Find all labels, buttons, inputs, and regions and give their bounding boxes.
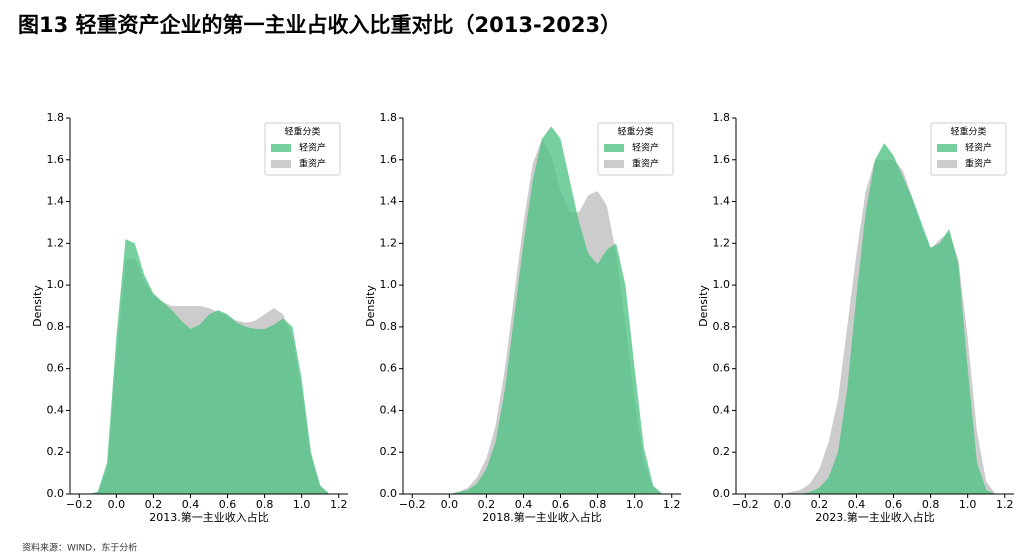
y-tick-label: 1.2 xyxy=(47,236,65,249)
x-tick-label: 1.2 xyxy=(330,498,348,511)
legend-swatch xyxy=(937,160,957,168)
x-tick-label: 0.0 xyxy=(108,498,126,511)
y-tick-label: 0.6 xyxy=(47,362,65,375)
y-tick-label: 1.4 xyxy=(713,195,731,208)
legend-label: 轻资产 xyxy=(299,142,326,154)
y-tick-label: 1.4 xyxy=(47,195,65,208)
y-tick-label: 0.4 xyxy=(713,403,731,416)
legend-swatch xyxy=(271,160,291,168)
legend-label: 重资产 xyxy=(965,158,992,170)
density-area xyxy=(745,143,1005,494)
y-tick-label: 0.6 xyxy=(380,362,398,375)
x-tick-label: 0.6 xyxy=(885,498,903,511)
y-tick-label: 1.2 xyxy=(713,236,731,249)
x-tick-label: 0.0 xyxy=(774,498,792,511)
legend-swatch xyxy=(604,144,624,152)
y-tick-label: 1.8 xyxy=(713,111,731,124)
y-tick-label: 0.0 xyxy=(380,487,398,500)
x-tick-label: 0.0 xyxy=(441,498,459,511)
y-tick-label: 1.6 xyxy=(380,153,398,166)
y-tick-label: 0.0 xyxy=(713,487,731,500)
legend-swatch xyxy=(271,144,291,152)
y-tick-label: 1.4 xyxy=(380,195,398,208)
y-tick-label: 1.0 xyxy=(47,278,65,291)
x-tick-label: 0.8 xyxy=(922,498,940,511)
y-tick-label: 1.8 xyxy=(47,111,65,124)
y-tick-label: 1.6 xyxy=(47,153,65,166)
y-tick-label: 1.0 xyxy=(713,278,731,291)
y-tick-label: 0.8 xyxy=(47,320,65,333)
page-title: 图13 轻重资产企业的第一主业占收入比重对比（2013-2023） xyxy=(18,13,621,37)
legend-swatch xyxy=(604,160,624,168)
legend-title: 轻重分类 xyxy=(950,126,986,138)
legend-swatch xyxy=(937,144,957,152)
y-tick-label: 1.8 xyxy=(380,111,398,124)
x-axis-label: 2023.第一主业收入占比 xyxy=(815,510,935,524)
y-tick-label: 0.2 xyxy=(47,445,65,458)
x-tick-label: 1.2 xyxy=(996,498,1014,511)
y-tick-label: 1.0 xyxy=(380,278,398,291)
x-tick-label: 0.6 xyxy=(219,498,237,511)
y-tick-label: 1.2 xyxy=(380,236,398,249)
x-axis-label: 2018.第一主业收入占比 xyxy=(482,510,602,524)
density-area xyxy=(412,126,672,495)
legend-label: 重资产 xyxy=(632,158,659,170)
y-tick-label: 0.2 xyxy=(380,445,398,458)
y-tick-label: 0.6 xyxy=(713,362,731,375)
x-tick-label: 1.2 xyxy=(663,498,681,511)
legend-title: 轻重分类 xyxy=(617,126,653,138)
x-tick-label: −0.2 xyxy=(66,498,93,511)
y-tick-label: 0.4 xyxy=(47,403,65,416)
x-tick-label: 0.2 xyxy=(145,498,163,511)
legend-label: 轻资产 xyxy=(632,142,659,154)
y-axis-label: Density xyxy=(364,285,377,327)
x-tick-label: −0.2 xyxy=(732,498,759,511)
legend-title: 轻重分类 xyxy=(284,126,320,138)
x-tick-label: −0.2 xyxy=(399,498,426,511)
y-tick-label: 0.8 xyxy=(380,320,398,333)
x-tick-label: 1.0 xyxy=(626,498,644,511)
y-axis-label: Density xyxy=(697,285,710,327)
x-axis-label: 2013.第一主业收入占比 xyxy=(149,510,269,524)
y-tick-label: 0.0 xyxy=(47,487,65,500)
x-tick-label: 0.4 xyxy=(515,498,533,511)
x-tick-label: 0.8 xyxy=(589,498,607,511)
x-tick-label: 0.8 xyxy=(256,498,274,511)
x-tick-label: 0.2 xyxy=(811,498,829,511)
source: 资料来源：WIND，东于分析 xyxy=(22,542,137,554)
legend-label: 轻资产 xyxy=(965,142,992,154)
density-area xyxy=(79,239,339,494)
legend-label: 重资产 xyxy=(299,158,326,170)
x-tick-label: 0.4 xyxy=(848,498,866,511)
y-tick-label: 1.6 xyxy=(713,153,731,166)
x-tick-label: 0.4 xyxy=(182,498,200,511)
y-tick-label: 0.8 xyxy=(713,320,731,333)
x-tick-label: 1.0 xyxy=(959,498,977,511)
y-tick-label: 0.2 xyxy=(713,445,731,458)
y-tick-label: 0.4 xyxy=(380,403,398,416)
x-tick-label: 1.0 xyxy=(293,498,311,511)
y-axis-label: Density xyxy=(31,285,44,327)
x-tick-label: 0.6 xyxy=(552,498,570,511)
x-tick-label: 0.2 xyxy=(478,498,496,511)
